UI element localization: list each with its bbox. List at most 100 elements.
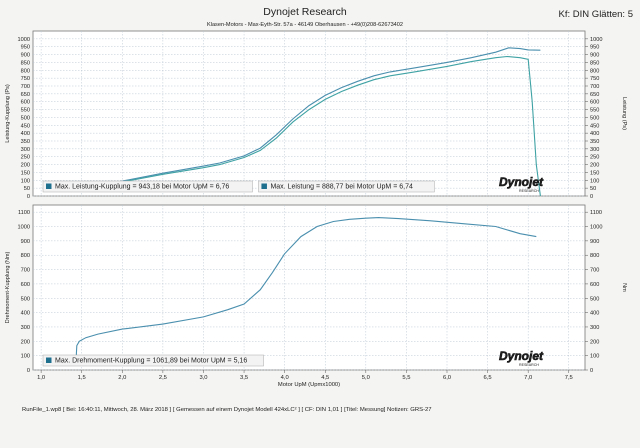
- footer-run-info: RunFile_1.wp8 [ Bei: 16:40:11, Mittwoch,…: [22, 407, 432, 413]
- power-legend-swatch: [46, 183, 52, 189]
- power-y2tick-label: 200: [590, 163, 599, 169]
- power-ytick-label: 200: [21, 163, 30, 169]
- power-y2tick-label: 100: [590, 178, 599, 184]
- torque-y2tick-label: 800: [590, 253, 599, 259]
- power-plot-area: [32, 30, 586, 197]
- power-ytick-label: 150: [21, 170, 30, 176]
- torque-dynojet-logo: Dynojet: [499, 349, 544, 363]
- power-y2tick-label: 750: [590, 76, 599, 82]
- power-ytick-label: 1000: [18, 37, 30, 43]
- power-legend-label: Max. Leistung-Kupplung = 943,18 bei Moto…: [55, 184, 229, 191]
- chart-title: Dynojet Research: [263, 6, 347, 18]
- torque-y2tick-label: 600: [590, 282, 599, 288]
- power-y2tick-label: 550: [590, 108, 599, 114]
- torque-legend-box: [42, 354, 264, 367]
- xtick-label: 3,5: [240, 375, 248, 381]
- power-y2tick-label: 400: [590, 131, 599, 137]
- power-legend-swatch: [261, 183, 267, 189]
- smoothing-info: Kf: DIN Glätten: 5: [559, 9, 633, 20]
- power-ytick-label: 0: [27, 194, 30, 200]
- xlabel: Motor UpM (Upmx1000): [278, 382, 340, 388]
- power-y2tick-label: 850: [590, 60, 599, 66]
- power-ytick-label: 50: [24, 186, 30, 192]
- power-ytick-label: 500: [21, 115, 30, 121]
- power-series-line-1: [77, 47, 541, 191]
- torque-legend-swatch: [46, 357, 52, 363]
- torque-ytick-label: 300: [21, 325, 30, 331]
- torque-ytick-label: 1100: [18, 210, 30, 216]
- torque-series-line-1: [75, 217, 537, 362]
- power-dynojet-logo-sub: RESEARCH: [519, 189, 539, 193]
- torque-y2tick-label: 500: [590, 296, 599, 302]
- power-ytick-label: 900: [21, 53, 30, 59]
- power-ytick-label: 450: [21, 123, 30, 129]
- torque-ytick-label: 900: [21, 239, 30, 245]
- xtick-label: 6,5: [484, 375, 492, 381]
- xtick-label: 1,0: [37, 375, 45, 381]
- torque-y2tick-label: 400: [590, 311, 599, 317]
- power-y2tick-label: 1000: [590, 37, 602, 43]
- power-y2label: Leistung (Ps): [621, 97, 627, 130]
- power-y2tick-label: 500: [590, 115, 599, 121]
- power-ylabel: Leistung-Kupplung (Ps): [5, 84, 11, 143]
- power-y2tick-label: 300: [590, 147, 599, 153]
- power-ytick-label: 400: [21, 131, 30, 137]
- power-dynojet-logo: Dynojet: [499, 175, 544, 189]
- torque-ytick-label: 700: [21, 268, 30, 274]
- power-y2tick-label: 650: [590, 92, 599, 98]
- torque-ytick-label: 500: [21, 296, 30, 302]
- power-legend-label: Max. Leistung = 888,77 bei Motor UpM = 6…: [270, 184, 413, 191]
- power-ytick-label: 700: [21, 84, 30, 90]
- torque-y2label: Nm: [621, 283, 627, 292]
- power-ytick-label: 100: [21, 178, 30, 184]
- torque-y2tick-label: 300: [590, 325, 599, 331]
- torque-y2tick-label: 100: [590, 354, 599, 360]
- torque-legend-label: Max. Drehmoment-Kupplung = 1061,89 bei M…: [55, 358, 247, 365]
- torque-ytick-label: 600: [21, 282, 30, 288]
- power-ytick-label: 650: [21, 92, 30, 98]
- xtick-label: 3,0: [199, 375, 207, 381]
- power-y2tick-label: 600: [590, 100, 599, 106]
- power-y2tick-label: 250: [590, 155, 599, 161]
- power-ytick-label: 250: [21, 155, 30, 161]
- xtick-label: 5,5: [402, 375, 410, 381]
- torque-ylabel: Drehmoment-Kupplung (Nm): [5, 251, 11, 323]
- torque-y2tick-label: 900: [590, 239, 599, 245]
- torque-panel: 0 100 200 300 400 500 600 700 800 900 1000 1100 0 100…: [5, 204, 627, 388]
- power-y2tick-label: 350: [590, 139, 599, 145]
- power-legend-box: [258, 180, 435, 193]
- torque-ytick-label: 100: [21, 354, 30, 360]
- power-legend-box: [42, 180, 253, 193]
- torque-ytick-label: 400: [21, 311, 30, 317]
- power-y2tick-label: 700: [590, 84, 599, 90]
- torque-ytick-label: 800: [21, 253, 30, 259]
- torque-ytick-label: 1000: [18, 225, 30, 231]
- power-y2tick-label: 950: [590, 45, 599, 51]
- power-y2tick-label: 900: [590, 53, 599, 59]
- power-y2tick-label: 0: [590, 194, 593, 200]
- xtick-label: 7,5: [565, 375, 573, 381]
- power-ytick-label: 800: [21, 68, 30, 74]
- torque-ytick-label: 200: [21, 339, 30, 345]
- power-ytick-label: 600: [21, 100, 30, 106]
- power-series-line-2: [77, 55, 541, 197]
- xtick-label: 5,0: [362, 375, 370, 381]
- xtick-label: 4,5: [321, 375, 329, 381]
- torque-y2tick-label: 200: [590, 339, 599, 345]
- xtick-label: 6,0: [443, 375, 451, 381]
- xtick-label: 1,5: [78, 375, 86, 381]
- power-ytick-label: 350: [21, 139, 30, 145]
- power-y2tick-label: 150: [590, 170, 599, 176]
- xtick-label: 2,5: [159, 375, 167, 381]
- torque-plot-area: [32, 204, 586, 371]
- torque-y2tick-label: 1100: [590, 210, 602, 216]
- torque-dynojet-logo-sub: RESEARCH: [519, 363, 539, 367]
- dealer-address: Klasen-Motors - Max-Eyth-Str. 57a - 4614…: [207, 22, 403, 28]
- power-panel: 0501001502002503003504004505005506006507…: [5, 30, 627, 200]
- xtick-label: 2,0: [118, 375, 126, 381]
- power-ytick-label: 850: [21, 60, 30, 66]
- xtick-label: 7,0: [524, 375, 532, 381]
- torque-y2tick-label: 1000: [590, 225, 602, 231]
- power-ytick-label: 300: [21, 147, 30, 153]
